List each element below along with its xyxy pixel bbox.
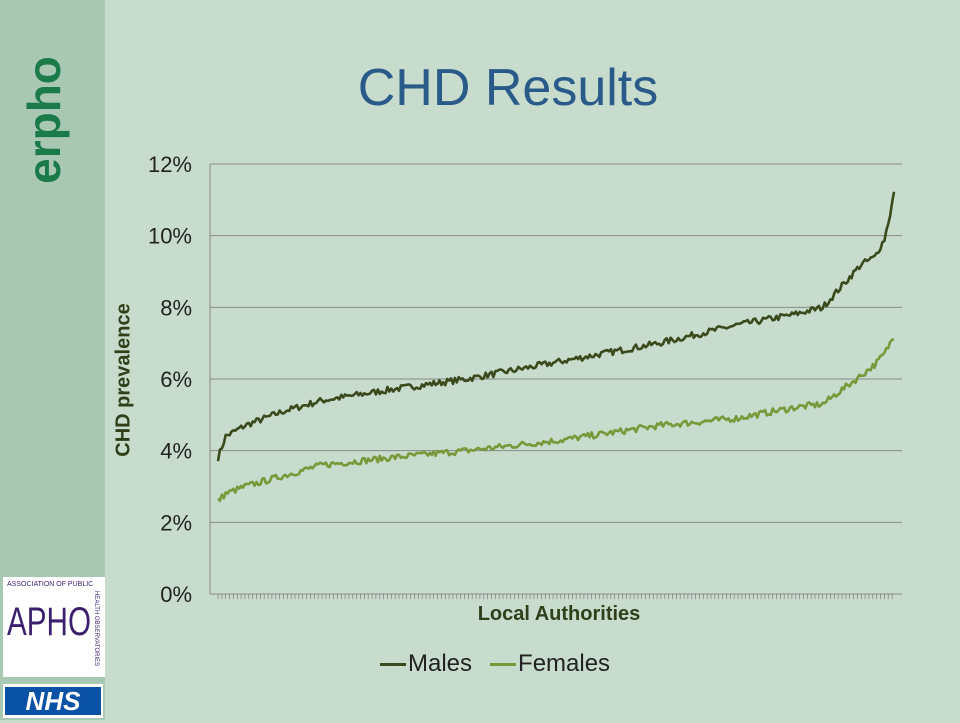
nhs-logo-text: NHS bbox=[26, 686, 82, 716]
series-line-females bbox=[217, 337, 895, 502]
legend-label-males: Males bbox=[408, 650, 473, 677]
erpho-logo: erpho bbox=[18, 56, 70, 184]
y-tick-label-0: 0% bbox=[160, 582, 192, 607]
apho-logo: ASSOCIATION OF PUBLIC APHO HEALTH OBSERV… bbox=[3, 577, 105, 677]
apho-side-text: HEALTH OBSERVATORIES bbox=[93, 591, 99, 666]
y-tick-label-4: 8% bbox=[160, 295, 192, 320]
y-tick-label-1: 2% bbox=[160, 510, 192, 535]
erpho-logo-text: erpho bbox=[18, 56, 70, 184]
nhs-logo: NHS bbox=[3, 684, 103, 718]
nhs-logo-graphic: NHS bbox=[5, 686, 101, 716]
legend-item-males: Males bbox=[380, 650, 472, 678]
y-tick-label-6: 12% bbox=[148, 152, 192, 177]
y-tick-label-2: 4% bbox=[160, 439, 192, 464]
y-tick-label-3: 6% bbox=[160, 367, 192, 392]
y-axis-label: CHD prevalence bbox=[112, 303, 135, 457]
legend-swatch-females bbox=[490, 662, 517, 666]
legend-item-females: Females bbox=[490, 650, 610, 678]
x-tick-marks bbox=[217, 594, 893, 599]
page-title: CHD Results bbox=[357, 59, 659, 117]
chart-legend: Males Females bbox=[380, 650, 628, 678]
apho-wordmark: APHO bbox=[7, 600, 91, 644]
x-axis-label: Local Authorities bbox=[477, 603, 641, 625]
legend-swatch-males bbox=[380, 662, 406, 666]
legend-label-females: Females bbox=[518, 650, 611, 677]
series-line-males bbox=[216, 191, 896, 462]
apho-logo-graphic: ASSOCIATION OF PUBLIC APHO HEALTH OBSERV… bbox=[7, 581, 99, 666]
apho-caption: ASSOCIATION OF PUBLIC bbox=[7, 581, 93, 588]
y-tick-label-5: 10% bbox=[148, 224, 192, 249]
